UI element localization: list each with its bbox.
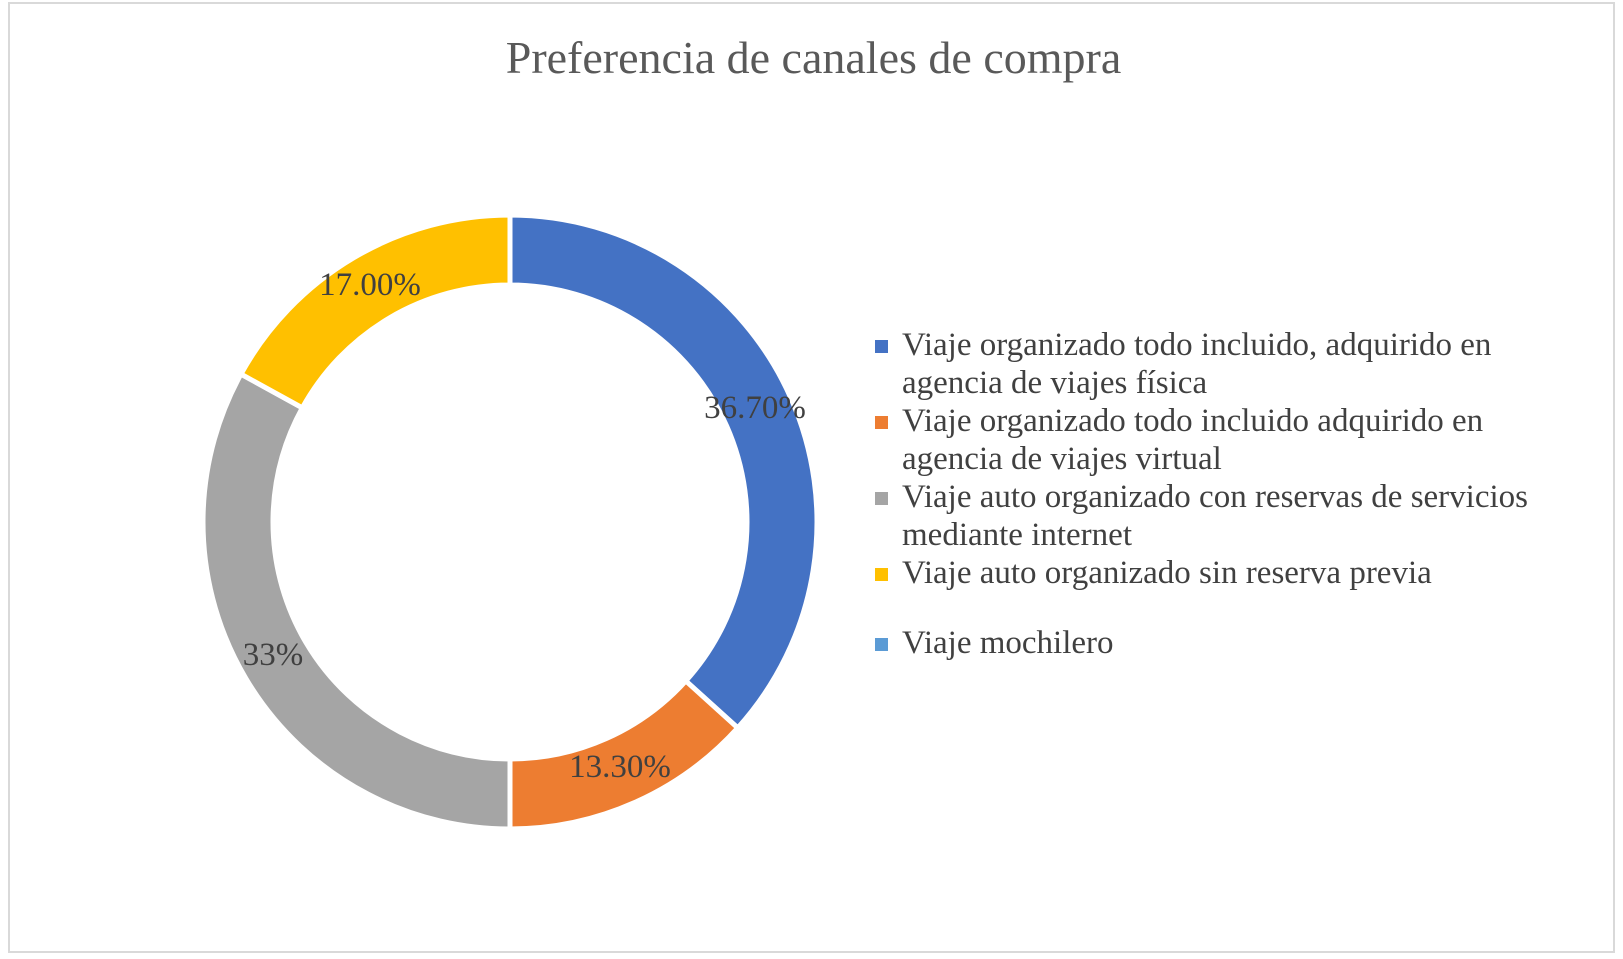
doughnut-slice-3 [200, 370, 513, 832]
doughnut-plot: 36.70% 13.30% 33% 17.00% [200, 212, 820, 832]
legend-swatch-2 [875, 416, 888, 429]
data-label-1: 36.70% [704, 390, 806, 426]
legend-item-2: Viaje organizado todo incluido adquirido… [872, 402, 1552, 478]
data-label-4: 17.00% [319, 267, 421, 303]
doughnut-slice-1 [507, 212, 820, 732]
legend-label-3: Viaje auto organizado con reservas de se… [902, 479, 1529, 553]
chart-title: Preferencia de canales de compra [505, 32, 1122, 83]
legend-swatch-1 [875, 340, 888, 353]
chart-area: Preferencia de canales de compra 36.70% 1… [8, 2, 1615, 953]
data-label-3: 33% [243, 637, 304, 673]
legend-swatch-3 [875, 492, 888, 505]
legend-swatch-4 [875, 568, 888, 581]
legend-item-3: Viaje auto organizado con reservas de se… [872, 478, 1552, 554]
legend-label-5: Viaje mochilero [902, 625, 1114, 661]
chart-legend: Viaje organizado todo incluido, adquirid… [872, 326, 1552, 662]
legend-label-2: Viaje organizado todo incluido adquirido… [902, 403, 1484, 477]
legend-item-4: Viaje auto organizado sin reserva previa [872, 554, 1552, 592]
legend-swatch-5 [875, 638, 888, 651]
doughnut-slice-4 [237, 212, 513, 412]
legend-item-5: Viaje mochilero [872, 624, 1552, 662]
data-label-2: 13.30% [569, 749, 671, 785]
legend-label-1: Viaje organizado todo incluido, adquirid… [902, 327, 1492, 401]
legend-label-4: Viaje auto organizado sin reserva previa [902, 555, 1432, 591]
legend-item-1: Viaje organizado todo incluido, adquirid… [872, 326, 1552, 402]
